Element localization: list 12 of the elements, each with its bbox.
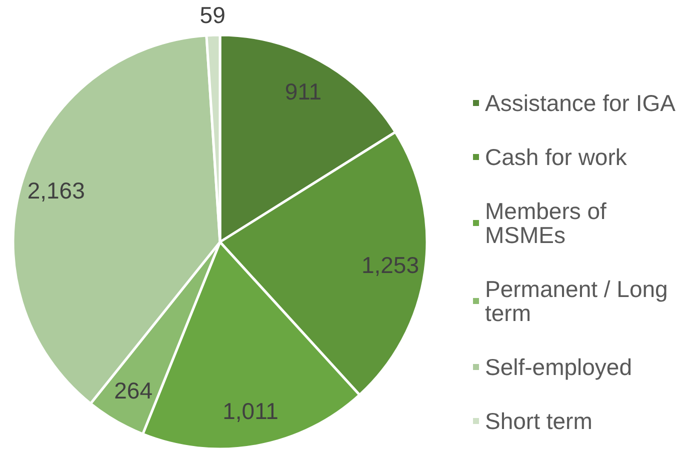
data-label: 59: [200, 2, 226, 28]
data-label: 911: [284, 78, 322, 105]
legend-label: Members of MSMEs: [485, 198, 613, 248]
legend-label: Self-employed: [485, 354, 632, 380]
legend-label: Assistance for IGA: [485, 90, 676, 116]
data-label: 2,163: [27, 177, 85, 204]
data-label: 264: [114, 377, 153, 404]
data-label: 1,253: [361, 252, 420, 278]
legend-label: Cash for work: [485, 144, 628, 170]
data-label: 1,011: [222, 398, 278, 424]
legend-label: Short term: [485, 408, 592, 434]
legend-label: Permanent / Long term: [485, 276, 674, 326]
